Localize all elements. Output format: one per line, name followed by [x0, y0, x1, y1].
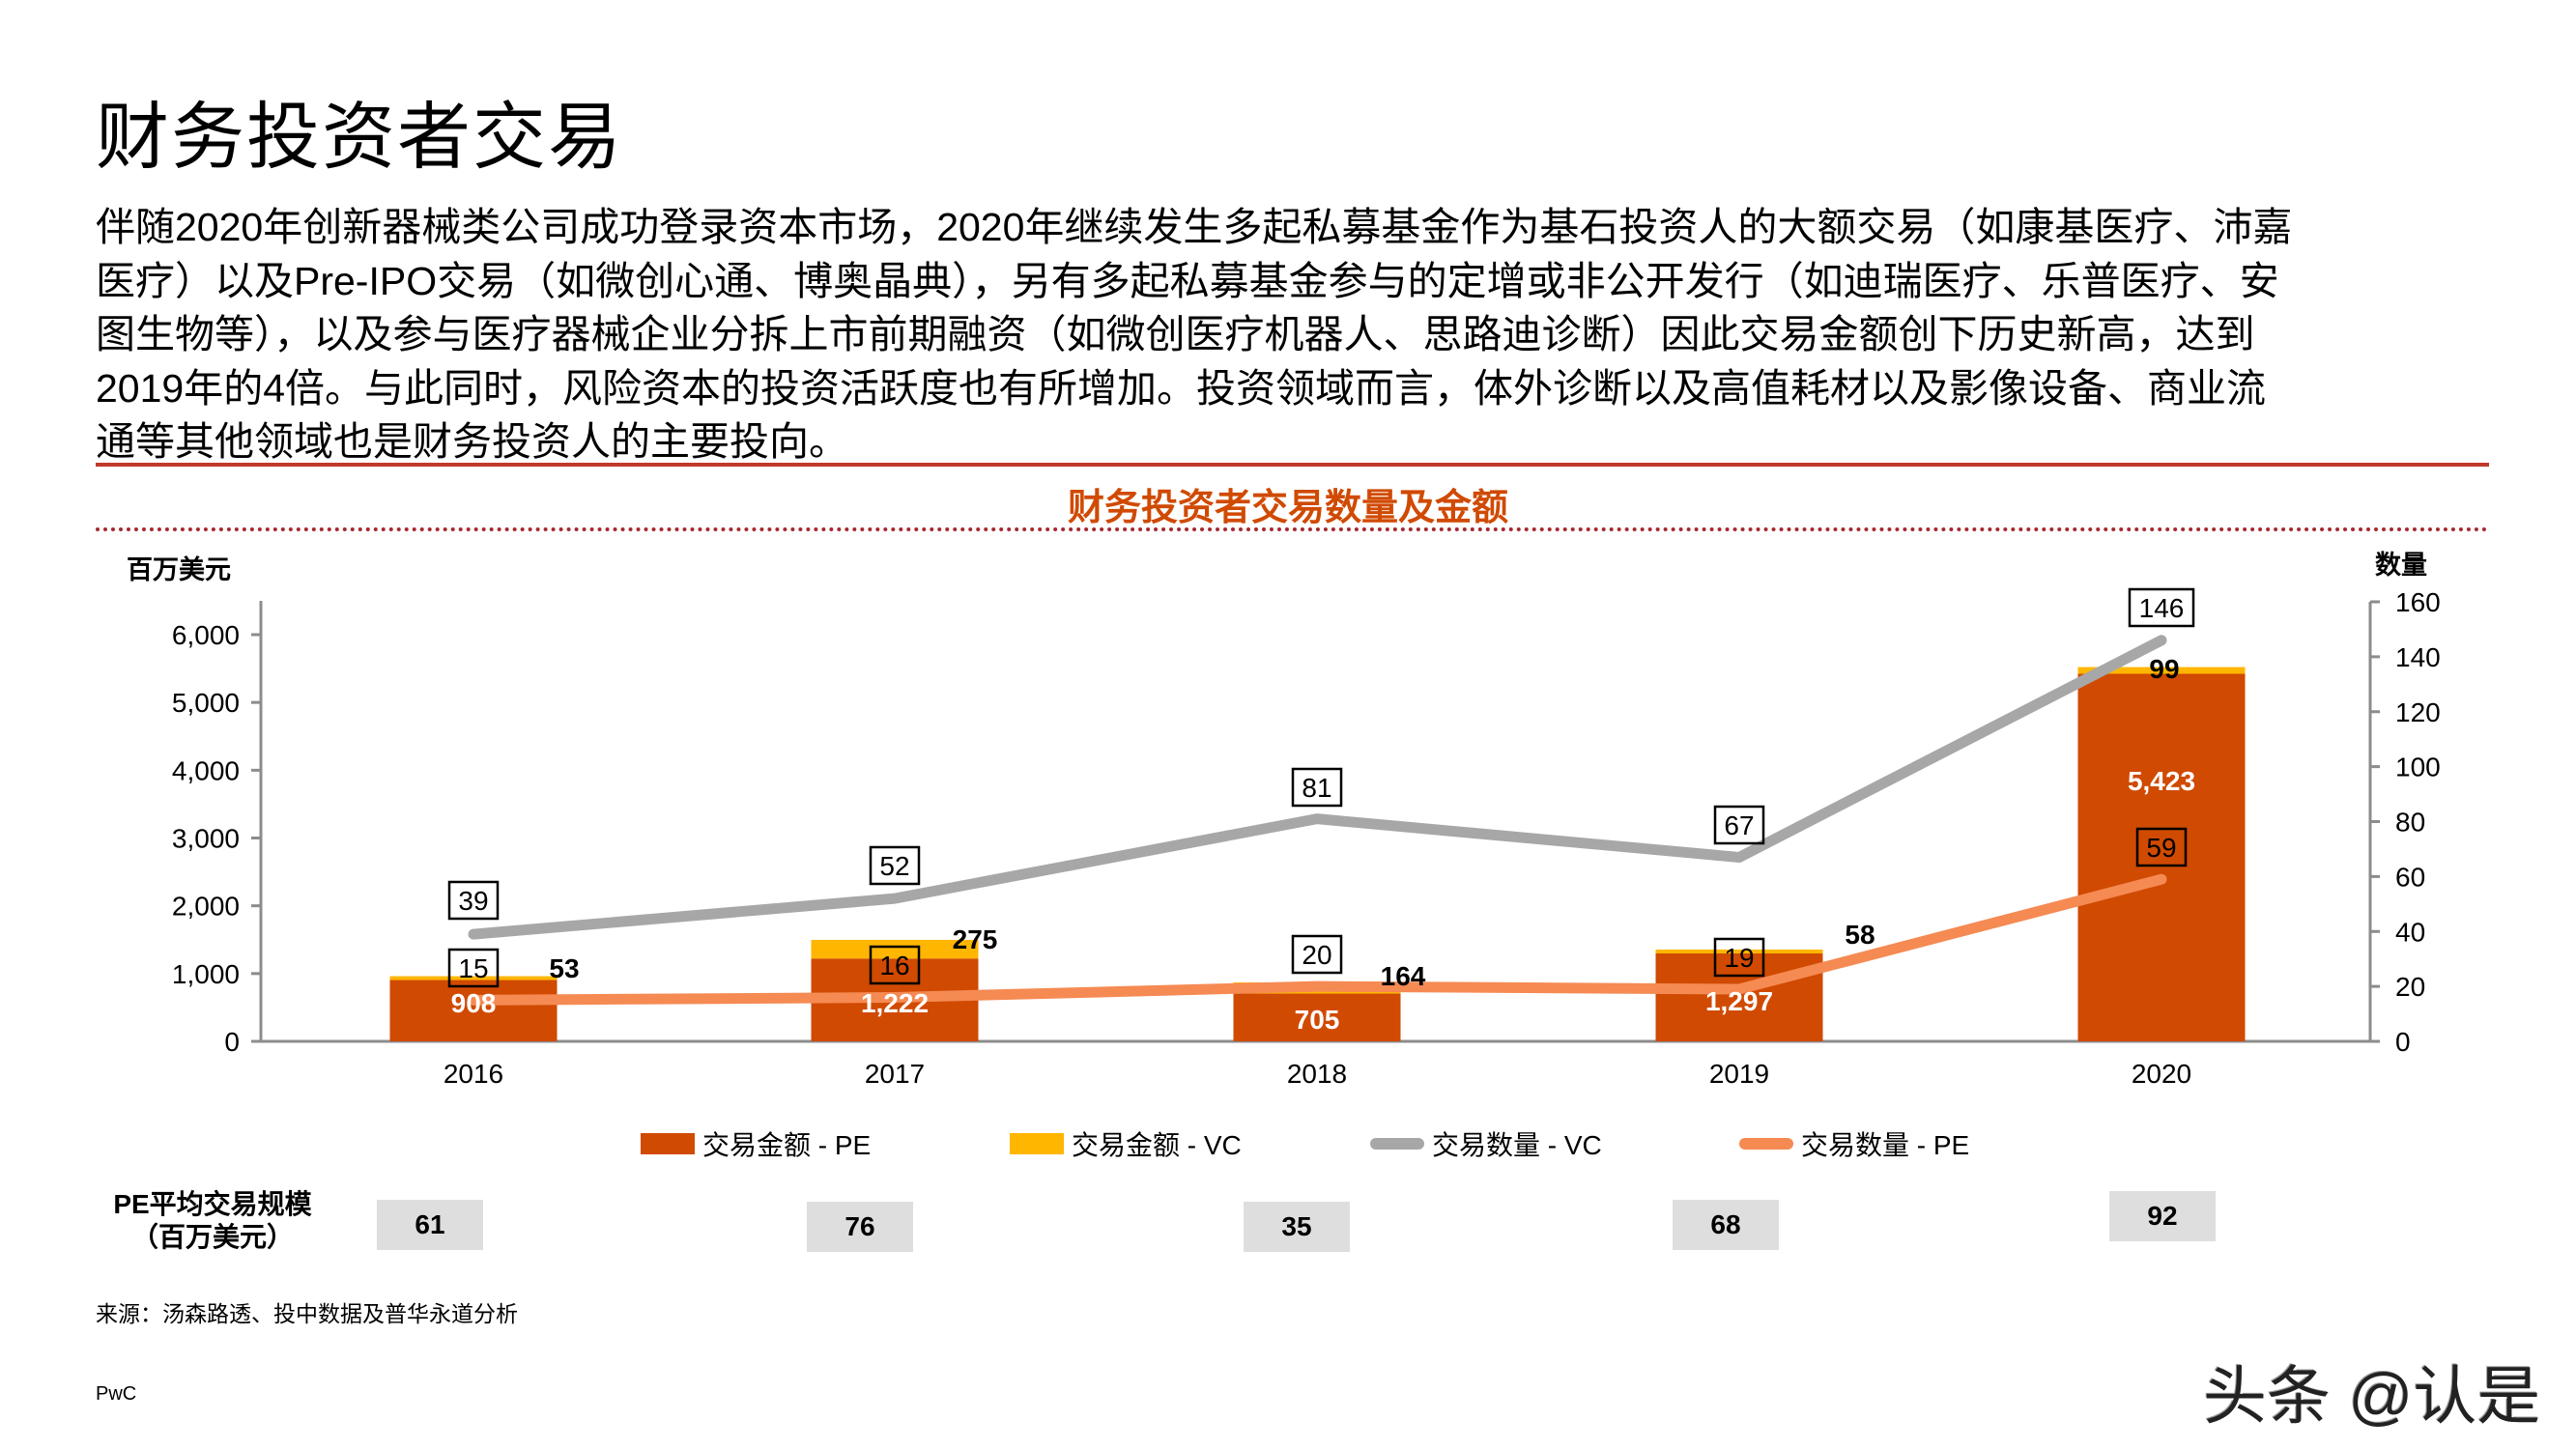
- svg-text:2,000: 2,000: [172, 892, 240, 922]
- svg-text:120: 120: [2395, 697, 2441, 727]
- pe-avg-box-2018: 35: [1244, 1202, 1350, 1252]
- legend-swatch-vc-count: [1370, 1138, 1424, 1150]
- svg-text:1,297: 1,297: [1705, 986, 1773, 1016]
- pe-avg-label-line2: （百万美元）: [130, 1222, 294, 1252]
- svg-text:20: 20: [1302, 940, 1331, 970]
- pe-avg-deal-size-label: PE平均交易规模 （百万美元）: [97, 1188, 329, 1254]
- legend-swatch-vc-amount: [1010, 1133, 1064, 1154]
- intro-paragraph: 伴随2020年创新器械类公司成功登录资本市场，2020年继续发生多起私募基金作为…: [96, 201, 2492, 469]
- svg-text:0: 0: [224, 1027, 240, 1057]
- svg-text:3,000: 3,000: [172, 824, 240, 854]
- right-y-axis: 0 20 40 60 80 100 120 140 160: [2368, 587, 2441, 1057]
- pe-avg-box-2019: 68: [1673, 1200, 1779, 1250]
- svg-text:53: 53: [549, 953, 579, 983]
- svg-text:19: 19: [1724, 943, 1754, 973]
- legend-item-vc-count: 交易数量 - VC: [1370, 1124, 1602, 1163]
- chart-title-dotted-divider: [96, 527, 2489, 531]
- data-labels: 39 15 52 16 81 20 67 19 146 59 908 1,222 705 1,297 5,4…: [447, 587, 2195, 1035]
- svg-text:67: 67: [1724, 810, 1754, 840]
- chart-legend: 交易金额 - PE 交易金额 - VC 交易数量 - VC 交易数量 - PE: [0, 1124, 2576, 1163]
- svg-text:4,000: 4,000: [172, 755, 240, 785]
- legend-label: 交易金额 - VC: [1072, 1130, 1242, 1160]
- svg-text:5,000: 5,000: [172, 688, 240, 718]
- chart-title: 财务投资者交易数量及金额: [1067, 488, 1508, 528]
- svg-text:2020: 2020: [2132, 1059, 2191, 1089]
- svg-text:40: 40: [2395, 917, 2425, 947]
- svg-text:1,222: 1,222: [861, 988, 929, 1018]
- svg-text:164: 164: [1381, 961, 1426, 991]
- svg-text:2017: 2017: [865, 1059, 925, 1089]
- svg-text:59: 59: [2146, 833, 2176, 863]
- svg-text:60: 60: [2395, 862, 2425, 892]
- paragraph-line: 图生物等），以及参与医疗器械企业分拆上市前期融资（如微创医疗机器人、思路迪诊断）…: [96, 312, 2255, 356]
- pe-avg-label-line1: PE平均交易规模: [113, 1189, 312, 1219]
- legend-item-pe-count: 交易数量 - PE: [1739, 1124, 1969, 1163]
- svg-text:20: 20: [2395, 972, 2425, 1002]
- svg-text:1,000: 1,000: [172, 959, 240, 989]
- svg-text:705: 705: [1295, 1005, 1340, 1035]
- source-note: 来源：汤森路透、投中数据及普华永道分析: [96, 1301, 518, 1326]
- svg-text:58: 58: [1845, 920, 1875, 950]
- svg-text:80: 80: [2395, 808, 2425, 838]
- count-lines: [468, 635, 2167, 1006]
- svg-text:6,000: 6,000: [172, 620, 240, 650]
- pe-avg-box-2016: 61: [377, 1200, 483, 1250]
- legend-label: 交易数量 - VC: [1432, 1130, 1602, 1160]
- pe-avg-box-2017: 76: [807, 1202, 913, 1252]
- svg-text:2016: 2016: [444, 1059, 503, 1089]
- paragraph-line: 伴随2020年创新器械类公司成功登录资本市场，2020年继续发生多起私募基金作为…: [96, 205, 2293, 249]
- svg-text:15: 15: [458, 953, 488, 983]
- watermark: 头条 @认是: [2203, 1360, 2541, 1432]
- right-axis-unit-label: 数量: [2375, 551, 2427, 580]
- svg-text:140: 140: [2395, 642, 2441, 672]
- svg-text:52: 52: [879, 851, 909, 881]
- svg-text:81: 81: [1302, 773, 1331, 803]
- svg-text:0: 0: [2395, 1027, 2411, 1057]
- legend-label: 交易数量 - PE: [1801, 1130, 1970, 1160]
- svg-text:100: 100: [2395, 753, 2441, 782]
- x-axis-labels: 2016 2017 2018 2019 2020: [444, 1059, 2191, 1089]
- legend-swatch-pe-amount: [641, 1133, 695, 1154]
- svg-text:16: 16: [879, 951, 909, 980]
- svg-text:275: 275: [953, 924, 998, 954]
- svg-text:5,423: 5,423: [2128, 766, 2195, 796]
- svg-text:160: 160: [2395, 587, 2441, 617]
- left-axis-unit-label: 百万美元: [127, 555, 231, 584]
- svg-text:99: 99: [2149, 654, 2179, 684]
- paragraph-line: 2019年的4倍。与此同时，风险资本的投资活跃度也有所增加。投资领域而言，体外诊…: [96, 365, 2267, 411]
- svg-text:2019: 2019: [1709, 1059, 1769, 1089]
- pe-avg-box-2020: 92: [2109, 1191, 2216, 1241]
- section-divider: [96, 463, 2489, 467]
- svg-text:146: 146: [2139, 593, 2185, 623]
- page-title: 财务投资者交易: [96, 94, 623, 180]
- svg-text:39: 39: [458, 886, 488, 916]
- legend-item-pe-amount: 交易金额 - PE: [641, 1124, 871, 1163]
- svg-text:2018: 2018: [1287, 1059, 1347, 1089]
- legend-swatch-pe-count: [1739, 1138, 1793, 1150]
- paragraph-line: 通等其他领域也是财务投资人的主要投向。: [96, 419, 848, 464]
- footer-brand: PwC: [96, 1383, 137, 1405]
- svg-text:908: 908: [451, 988, 497, 1018]
- legend-label: 交易金额 - PE: [702, 1130, 872, 1160]
- paragraph-line: 医疗）以及Pre-IPO交易（如微创心通、博奥晶典），另有多起私募基金参与的定增…: [96, 258, 2279, 303]
- legend-item-vc-amount: 交易金额 - VC: [1010, 1124, 1242, 1163]
